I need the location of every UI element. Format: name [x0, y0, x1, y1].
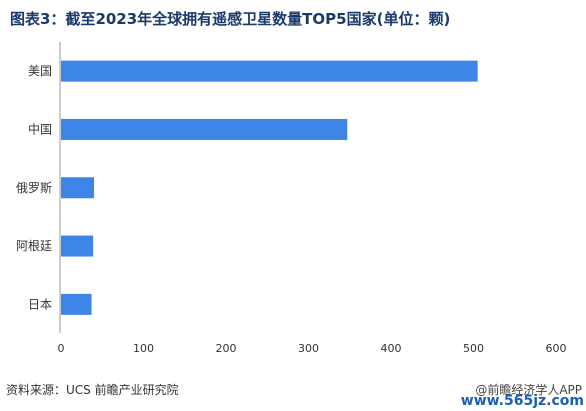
category-label-0: 美国	[28, 64, 52, 78]
category-label-3: 阿根廷	[16, 239, 52, 253]
x-tick-labels: 0 100 200 300 400 500 600	[58, 342, 567, 355]
x-tick-label-0: 0	[58, 342, 65, 355]
source-note: 资料来源：UCS 前瞻产业研究院	[6, 383, 179, 397]
x-tick-label-5: 500	[463, 342, 484, 355]
site-watermark: www.565jz.com	[460, 393, 584, 409]
x-tick-label-2: 200	[216, 342, 237, 355]
category-label-2: 俄罗斯	[16, 181, 52, 195]
bar-3	[61, 235, 94, 257]
bar-1	[61, 118, 348, 140]
x-tick-label-3: 300	[298, 342, 319, 355]
category-label-1: 中国	[28, 121, 52, 136]
x-tick-label-4: 400	[381, 342, 402, 355]
x-tick-label-1: 100	[133, 342, 154, 355]
bar-0	[61, 60, 478, 82]
bar-4	[61, 293, 92, 315]
bar-2	[61, 177, 94, 199]
chart-title: 图表3：截至2023年全球拥有遥感卫星数量TOP5国家(单位：颗)	[10, 10, 451, 28]
x-tick-label-6: 600	[546, 342, 567, 355]
bars-group	[61, 60, 478, 315]
category-label-4: 日本	[28, 297, 52, 311]
publisher-watermark: @前瞻经济学人APP	[475, 383, 582, 397]
